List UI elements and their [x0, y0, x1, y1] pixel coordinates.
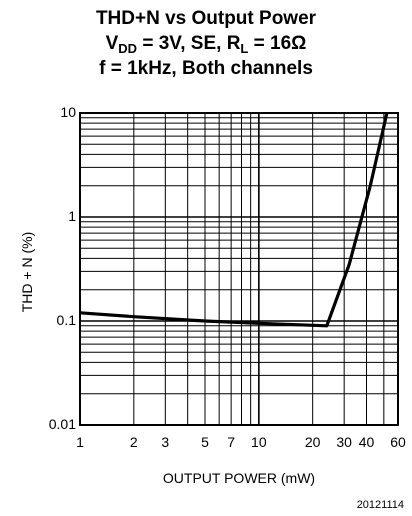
y-axis-label: THD + N (%): [19, 231, 35, 313]
x-tick-label: 1: [76, 434, 84, 450]
y-tick-label: 0.01: [48, 416, 76, 432]
x-tick-label: 20: [304, 434, 321, 450]
x-tick-label: 60: [390, 434, 406, 450]
y-tick-label: 1: [68, 208, 76, 224]
x-axis-label: OUTPUT POWER (mW): [162, 470, 316, 486]
y-tick-label: 0.1: [56, 312, 76, 328]
title-line-2: VDD = 3V, SE, RL = 16Ω: [0, 31, 412, 56]
vdd-subscript: DD: [118, 41, 138, 56]
x-tick-label: 3: [161, 434, 170, 450]
title-line-1: THD+N vs Output Power: [95, 8, 317, 29]
x-tick-label: 2: [129, 434, 138, 450]
y-tick-label: 10: [60, 104, 76, 120]
x-tick-label: 40: [358, 434, 375, 450]
title-line-3: f = 1kHz, Both channels: [99, 58, 313, 79]
plot-frame: [79, 112, 399, 426]
x-tick-label: 10: [251, 434, 267, 450]
vdd-value: = 3V, SE,: [137, 33, 227, 54]
rl-subscript: L: [240, 41, 249, 56]
x-tick-label: 5: [201, 434, 209, 450]
x-tick-label: 30: [336, 434, 352, 450]
figure-id: 20121114: [356, 499, 404, 511]
x-tick-label: 7: [227, 434, 236, 450]
rl-value: = 16Ω: [248, 33, 307, 54]
rl-symbol: R: [226, 33, 241, 54]
chart-title: THD+N vs Output Power VDD = 3V, SE, RL =…: [0, 6, 412, 81]
thd-series-line: [79, 112, 389, 328]
vdd-symbol: V: [105, 33, 119, 54]
